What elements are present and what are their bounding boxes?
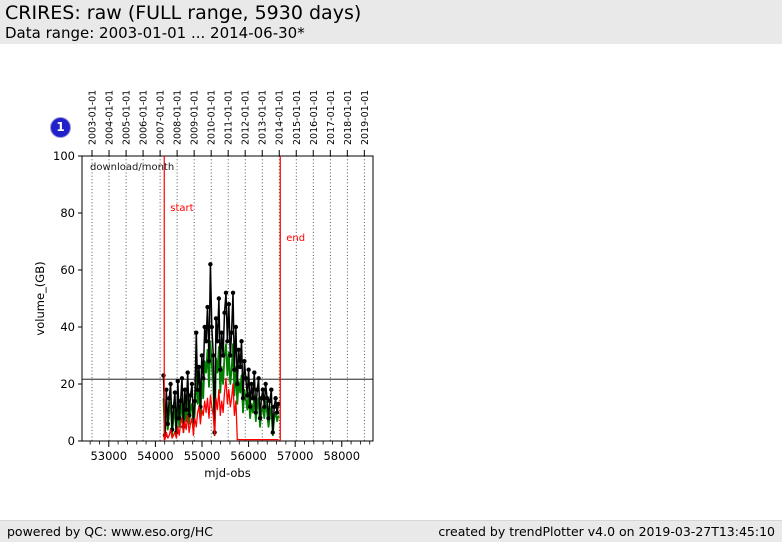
top-date-label: 2004-01-01 — [105, 90, 116, 145]
y-tick-label: 60 — [60, 263, 75, 277]
top-date-label: 2010-01-01 — [207, 90, 218, 145]
y-tick-label: 20 — [60, 377, 75, 391]
top-date-label: 2019-01-01 — [360, 90, 371, 145]
year-gridlines — [91, 156, 365, 441]
y-tick-label: 100 — [53, 149, 75, 163]
x-tick-label: 58000 — [323, 449, 360, 463]
x-tick-label: 55000 — [184, 449, 221, 463]
top-date-label: 2007-01-01 — [156, 90, 167, 145]
y-tick-label: 40 — [60, 320, 75, 334]
y-tick-label: 80 — [60, 206, 75, 220]
series-red-line — [162, 377, 279, 441]
top-date-label: 2008-01-01 — [173, 90, 184, 145]
footer-powered-by: powered by QC: www.eso.org/HC — [7, 524, 213, 539]
data-range-subtitle: Data range: 2003-01-01 ... 2014-06-30* — [5, 24, 305, 42]
top-date-label: 2003-01-01 — [88, 90, 99, 145]
x-tick-label: 54000 — [137, 449, 174, 463]
footer-bar: powered by QC: www.eso.org/HC created by… — [0, 520, 782, 542]
end-marker-label: end — [286, 233, 305, 244]
header-bar: CRIRES: raw (FULL range, 5930 days) Data… — [0, 0, 782, 44]
top-date-label: 2016-01-01 — [309, 90, 320, 145]
footer-created-by: created by trendPlotter v4.0 on 2019-03-… — [438, 524, 775, 539]
top-date-label: 2009-01-01 — [190, 90, 201, 145]
top-date-label: 2012-01-01 — [241, 90, 252, 145]
start-marker-label: start — [170, 203, 193, 214]
plot-number-badge[interactable]: 1 — [50, 117, 71, 138]
x-axis-label: mjd-obs — [204, 466, 250, 480]
top-date-label: 2013-01-01 — [258, 90, 269, 145]
page-title: CRIRES: raw (FULL range, 5930 days) — [5, 2, 362, 24]
top-date-label: 2018-01-01 — [343, 90, 354, 145]
top-date-axis: 2003-01-01 2004-01-01 2005-01-01 2006-01-01… — [88, 90, 371, 156]
plot-border — [81, 155, 374, 442]
y-axis-label: volume_(GB) — [33, 261, 47, 335]
x-axis: 53000 54000 55000 56000 57000 58000 mjd-obs — [89, 441, 371, 480]
inner-plot-label: download/month — [90, 162, 174, 173]
top-date-label: 2011-01-01 — [224, 90, 235, 145]
y-tick-label: 0 — [68, 434, 75, 448]
x-tick-label: 57000 — [277, 449, 314, 463]
top-date-label: 2015-01-01 — [292, 90, 303, 145]
y-axis: 0 20 40 60 80 100 volume_(GB) — [33, 149, 82, 448]
top-date-label: 2014-01-01 — [275, 90, 286, 145]
top-date-label: 2017-01-01 — [326, 90, 337, 145]
top-date-label: 2005-01-01 — [122, 90, 133, 145]
x-tick-label: 56000 — [230, 449, 267, 463]
x-tick-label: 53000 — [90, 449, 127, 463]
top-date-label: 2006-01-01 — [139, 90, 150, 145]
